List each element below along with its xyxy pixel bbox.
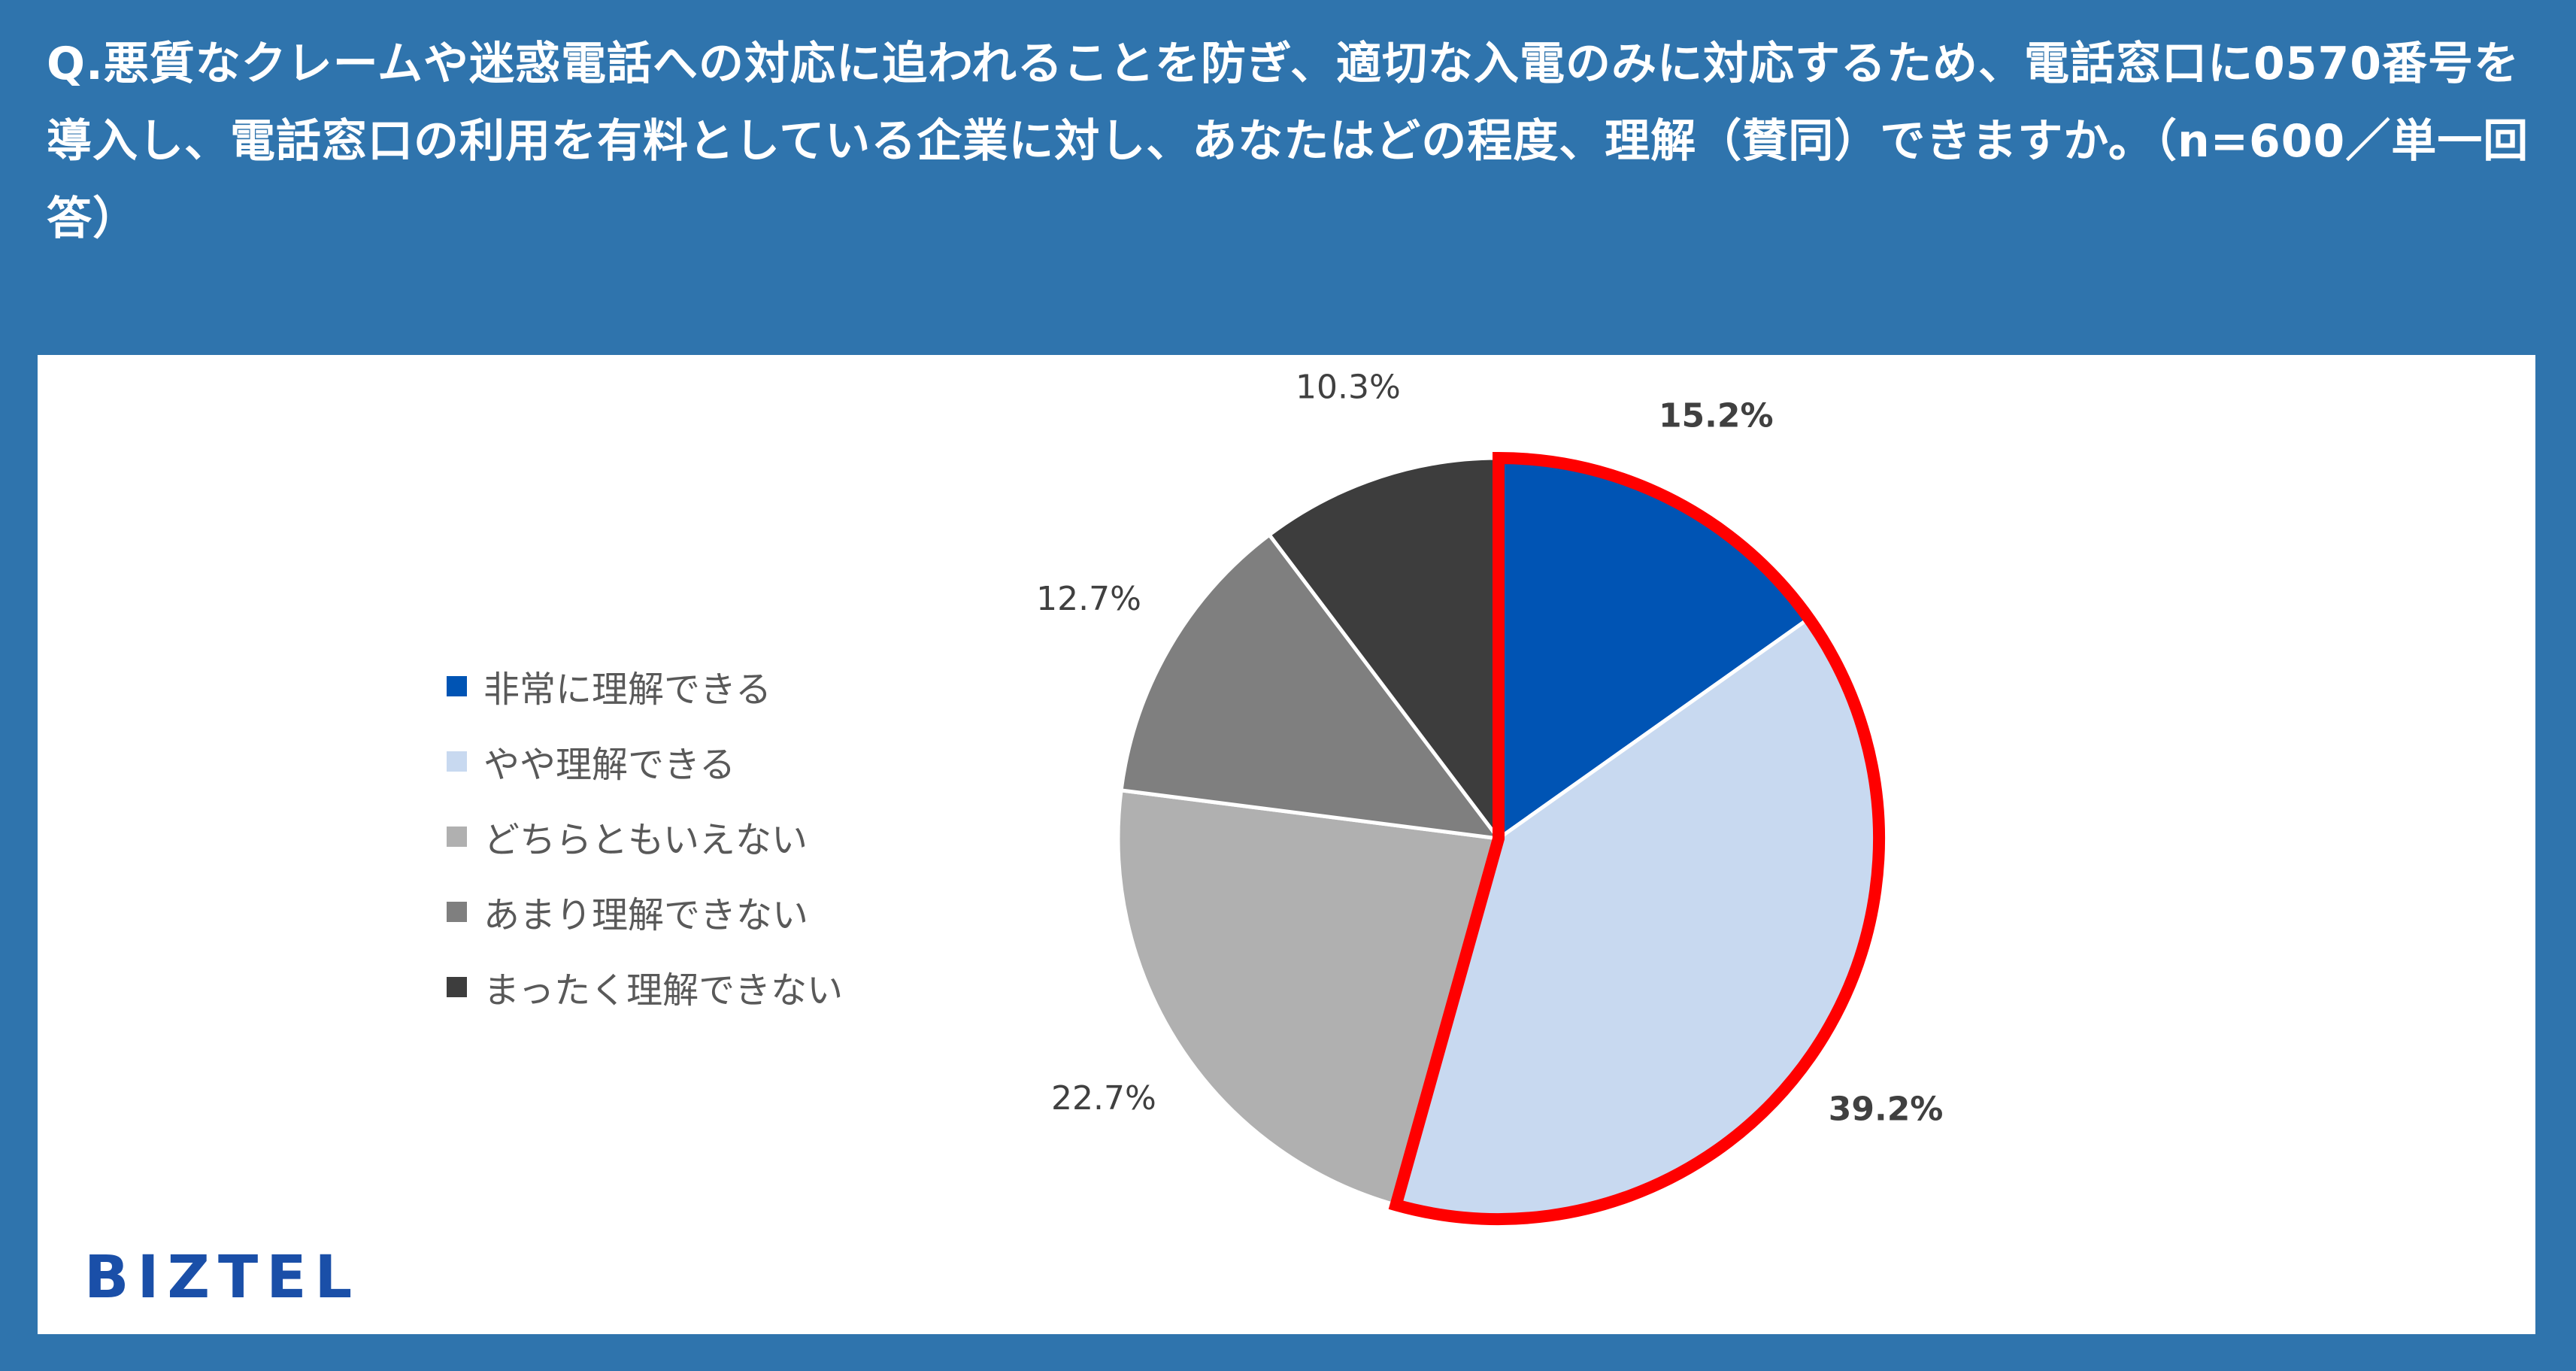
legend-swatch [447,901,467,922]
legend-swatch [447,976,467,997]
pie-slice [1119,532,1503,842]
legend-label: 非常に理解できる [483,669,772,711]
legend-item: 非常に理解できる [447,648,843,723]
chart-panel: 非常に理解できる やや理解できるどちらともいえない あまり理解できない まったく理解で… [38,355,2535,1334]
pie-value-label: 15.2% [1659,396,1774,435]
pie-value-label: 10.3% [1296,369,1401,407]
legend-swatch [447,826,467,847]
legend-label: あまり理解できない [483,894,809,936]
biztel-logo: BIZTEL [84,1244,361,1312]
chart-legend: 非常に理解できる やや理解できるどちらともいえない あまり理解できない まったく理解で… [447,648,843,1024]
pie-value-label: 22.7% [1051,1079,1156,1118]
legend-item: まったく理解できない [447,949,843,1024]
legend-item: どちらともいえない [447,799,843,874]
question-title: Q.悪質なクレームや迷惑電話への対応に追われることを防ぎ、適切な入電のみに対応す… [47,38,2529,245]
legend-label: まったく理解できない [483,969,844,1012]
pie-slice [1116,788,1502,1208]
pie-chart: 15.2% 39.2% 22.7% 12.7% 10.3% [1036,369,1944,1225]
legend-label: やや理解できる [483,744,736,786]
legend-swatch [447,751,467,772]
legend-item: あまり理解できない [447,874,843,949]
pie-slice [1266,456,1501,845]
legend-item: やや理解できる [447,723,843,799]
pie-value-label: 39.2% [1829,1090,1944,1129]
pie-value-label: 12.7% [1036,580,1141,618]
highlight-outline [1388,451,1886,1225]
legend-label: どちらともいえない [483,819,808,861]
legend-swatch [447,675,467,696]
